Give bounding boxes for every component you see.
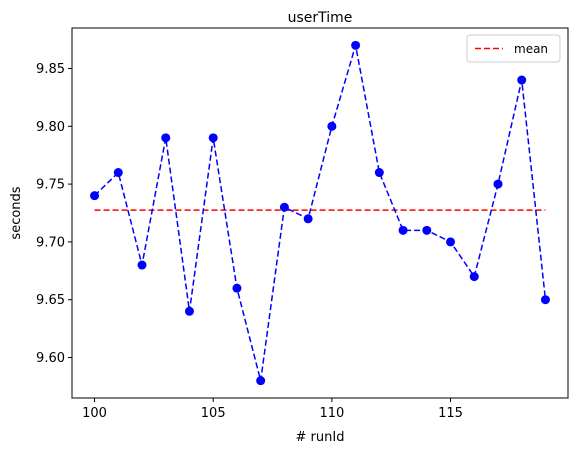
- y-axis-ticks: 9.60 9.65 9.70 9.75 9.80 9.85: [36, 62, 72, 366]
- data-point: [374, 168, 384, 178]
- data-point: [540, 295, 550, 305]
- y-tick-label: 9.75: [36, 178, 65, 193]
- data-point: [113, 168, 123, 178]
- legend: mean: [466, 34, 561, 63]
- y-tick-label: 9.60: [36, 351, 65, 366]
- data-point: [303, 214, 313, 224]
- y-tick-label: 9.65: [36, 293, 65, 308]
- data-point: [327, 121, 337, 131]
- series-layer: [90, 40, 550, 386]
- x-tick-label: 110: [319, 406, 344, 421]
- x-axis-label: # runId: [296, 430, 345, 445]
- data-point: [517, 75, 527, 85]
- y-tick-label: 9.80: [36, 120, 65, 135]
- data-point: [90, 191, 100, 201]
- data-point: [493, 179, 503, 189]
- data-point: [137, 260, 147, 270]
- y-tick-label: 9.85: [36, 62, 65, 77]
- data-point: [184, 306, 194, 316]
- x-tick-label: 115: [438, 406, 463, 421]
- x-tick-label: 105: [201, 406, 226, 421]
- data-point: [422, 225, 432, 235]
- data-point: [256, 376, 266, 386]
- y-axis-label: seconds: [9, 186, 24, 239]
- data-point: [446, 237, 456, 247]
- data-point: [279, 202, 289, 212]
- data-point: [232, 283, 242, 293]
- usertime-line: [94, 45, 547, 381]
- y-tick-label: 9.70: [36, 235, 65, 250]
- plot-frame: [71, 27, 569, 399]
- data-point: [161, 133, 171, 143]
- x-axis-ticks: 100 105 110 115: [82, 398, 463, 421]
- data-point: [398, 225, 408, 235]
- chart-title: userTime: [288, 10, 353, 26]
- plot-area: [72, 28, 568, 398]
- legend-box: [466, 34, 561, 63]
- data-point: [208, 133, 218, 143]
- data-point: [351, 40, 361, 50]
- data-point: [469, 272, 479, 282]
- x-tick-label: 100: [82, 406, 107, 421]
- legend-mean-label: mean: [514, 42, 548, 56]
